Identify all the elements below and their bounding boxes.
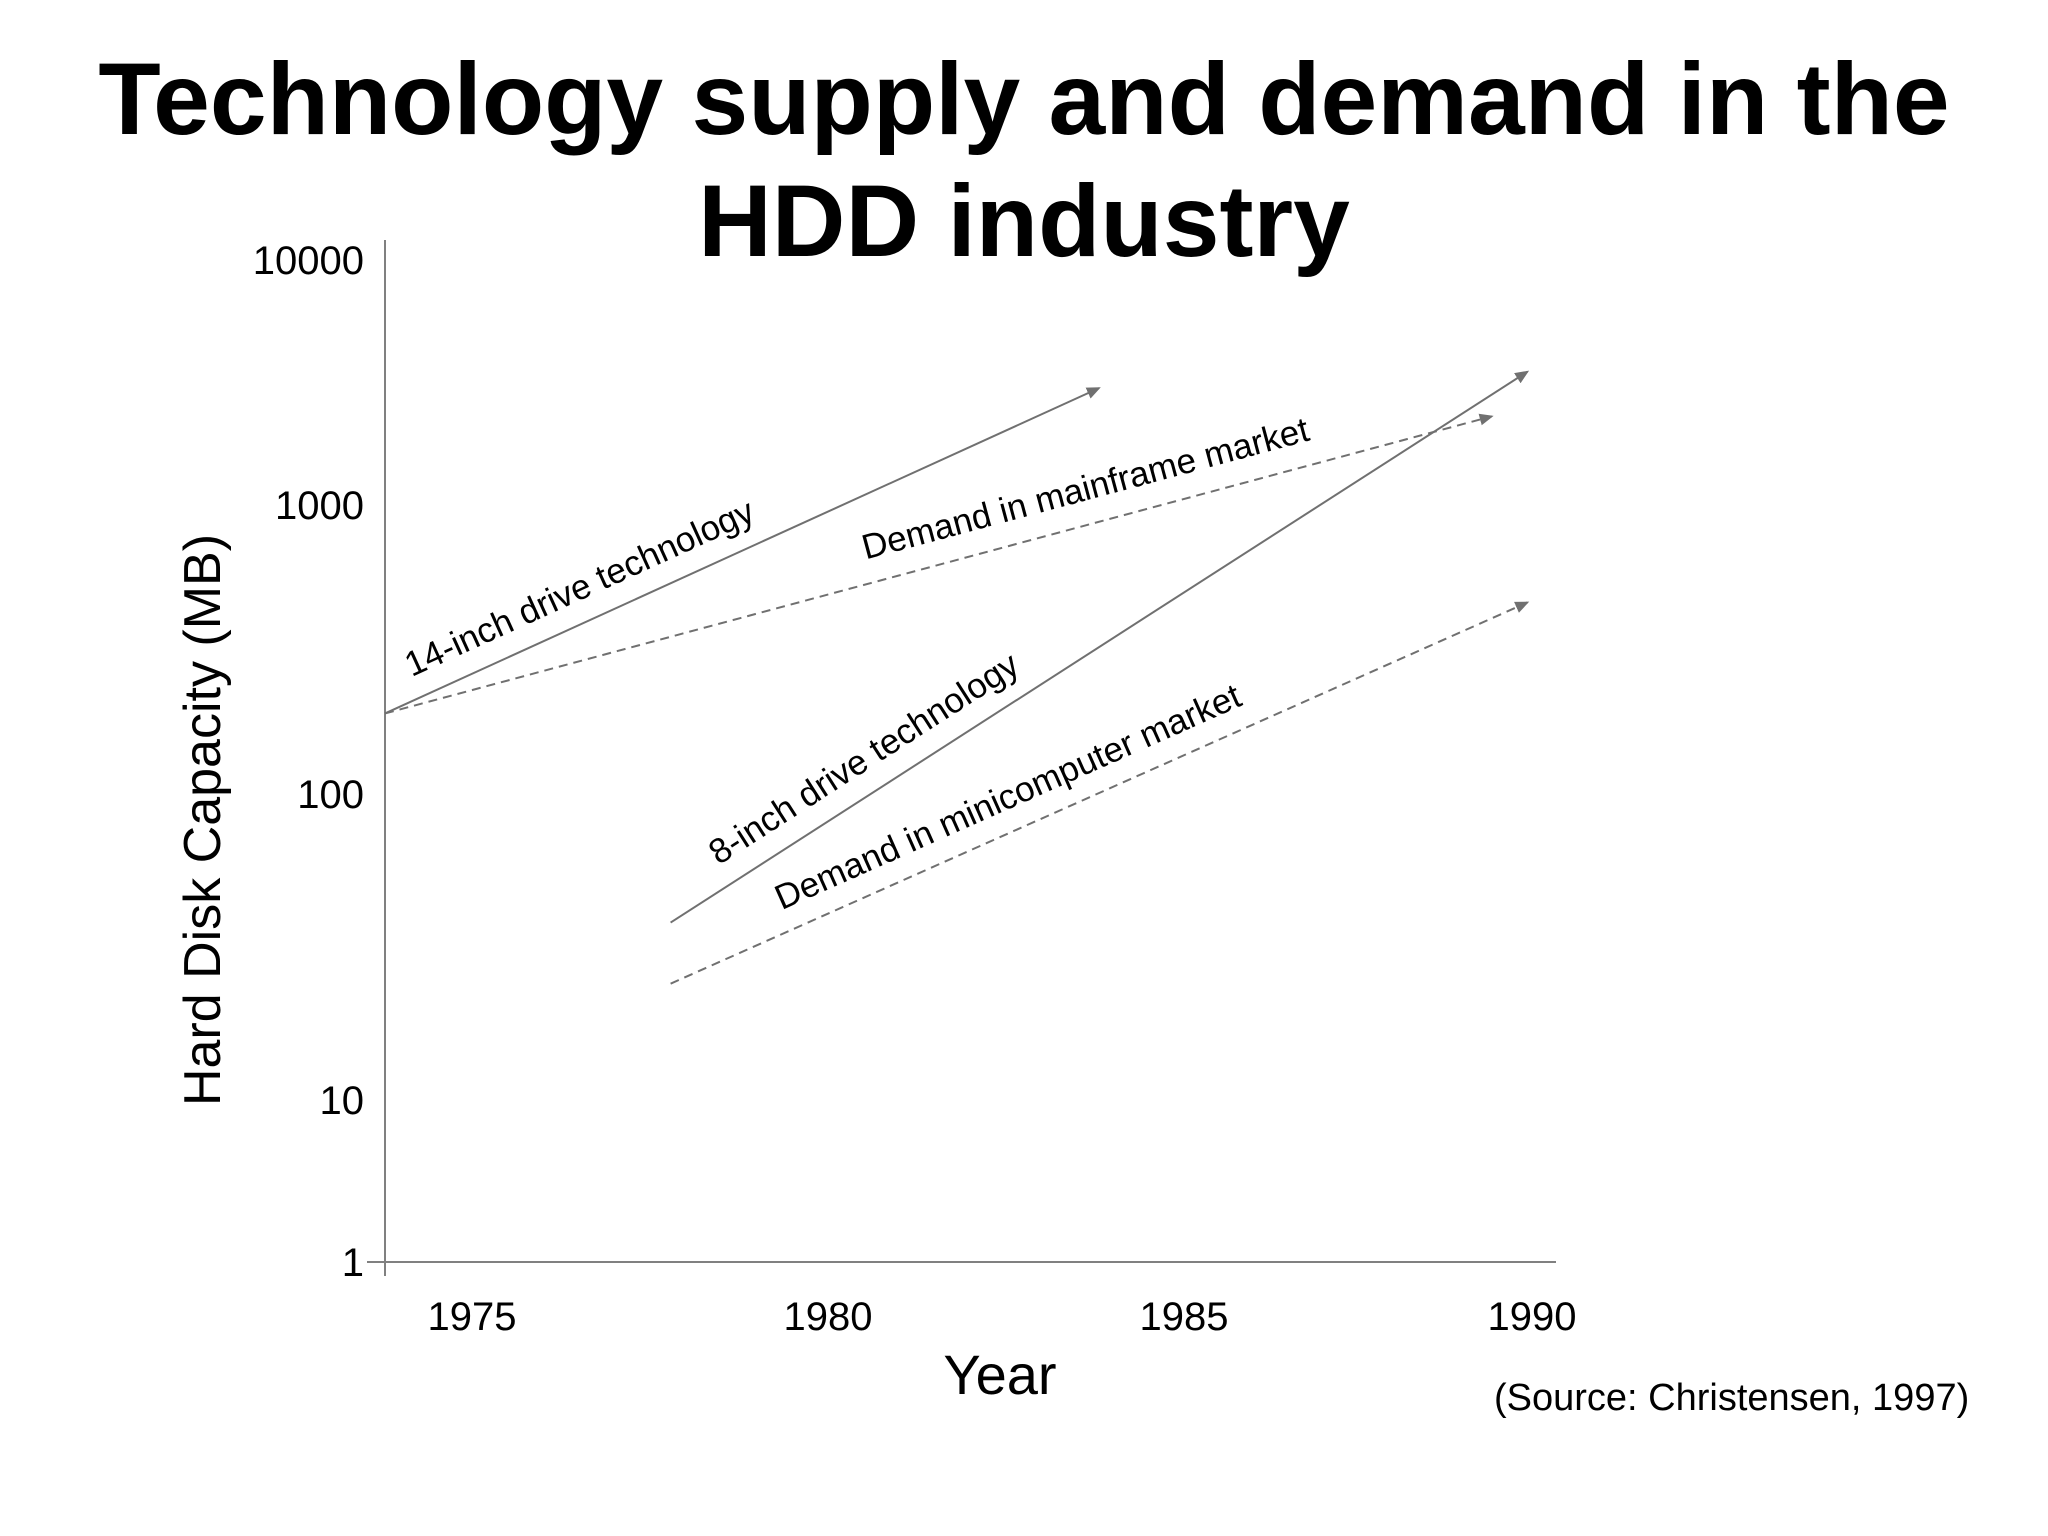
series-line — [670, 370, 1530, 924]
y-tick-label: 1000 — [275, 484, 364, 528]
x-tick-label: 1980 — [784, 1295, 873, 1339]
y-tick-label: 100 — [297, 773, 364, 817]
x-tick-label: 1990 — [1488, 1295, 1577, 1339]
y-tick-label: 1 — [342, 1241, 364, 1285]
series-label: Demand in minicomputer market — [769, 676, 1247, 917]
series-lines — [384, 370, 1530, 985]
x-tick-labels: 1975 1980 1985 1990 — [428, 1295, 1577, 1339]
x-tick-label: 1985 — [1140, 1295, 1229, 1339]
x-tick-label: 1975 — [428, 1295, 517, 1339]
series-line — [384, 387, 1101, 715]
series-label: Demand in mainframe market — [858, 410, 1314, 567]
chart-title-line-2: HDD industry — [698, 164, 1350, 278]
series-labels: 14-inch drive technology Demand in mainfr… — [399, 410, 1314, 917]
y-axis-label: Hard Disk Capacity (MB) — [174, 534, 232, 1106]
series-line — [670, 601, 1530, 985]
chart-title: Technology supply and demand in the HDD … — [0, 38, 2048, 282]
x-axis-label: Year — [943, 1343, 1056, 1406]
chart-title-line-1: Technology supply and demand in the — [98, 42, 1950, 156]
source-note: (Source: Christensen, 1997) — [1494, 1377, 1970, 1419]
y-tick-label: 10 — [320, 1079, 365, 1123]
y-tick-label: 10000 — [253, 239, 364, 283]
series-label: 14-inch drive technology — [399, 491, 761, 684]
y-tick-labels: 1 10 100 1000 10000 — [253, 239, 364, 1285]
series-line — [384, 413, 1494, 715]
series-label: 8-inch drive technology — [702, 645, 1026, 873]
